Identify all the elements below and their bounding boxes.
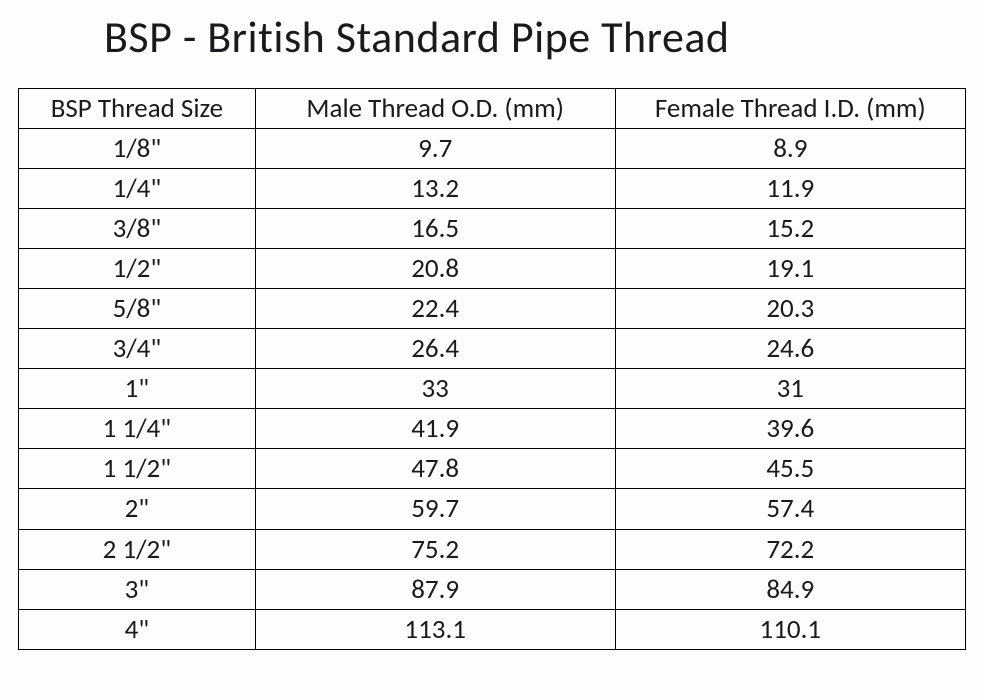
- table-cell: 3/4": [19, 329, 256, 369]
- table-cell: 15.2: [615, 209, 965, 249]
- table-cell: 87.9: [255, 569, 615, 609]
- table-cell: 110.1: [615, 609, 965, 649]
- table-cell: 11.9: [615, 169, 965, 209]
- table-cell: 1/4": [19, 169, 256, 209]
- table-cell: 41.9: [255, 409, 615, 449]
- table-cell: 1/8": [19, 129, 256, 169]
- table-row: 3"87.984.9: [19, 569, 966, 609]
- table-cell: 5/8": [19, 289, 256, 329]
- column-header: BSP Thread Size: [19, 89, 256, 129]
- table-cell: 3": [19, 569, 256, 609]
- table-cell: 1 1/2": [19, 449, 256, 489]
- table-cell: 72.2: [615, 529, 965, 569]
- table-header-row: BSP Thread SizeMale Thread O.D. (mm)Fema…: [19, 89, 966, 129]
- table-row: 3/4"26.424.6: [19, 329, 966, 369]
- table-cell: 45.5: [615, 449, 965, 489]
- table-cell: 22.4: [255, 289, 615, 329]
- table-cell: 20.8: [255, 249, 615, 289]
- table-row: 2 1/2"75.272.2: [19, 529, 966, 569]
- bsp-table: BSP Thread SizeMale Thread O.D. (mm)Fema…: [18, 88, 966, 650]
- table-cell: 4": [19, 609, 256, 649]
- table-cell: 9.7: [255, 129, 615, 169]
- table-row: 1 1/2"47.845.5: [19, 449, 966, 489]
- table-body: 1/8"9.78.91/4"13.211.93/8"16.515.21/2"20…: [19, 129, 966, 650]
- table-cell: 1/2": [19, 249, 256, 289]
- table-cell: 13.2: [255, 169, 615, 209]
- table-cell: 75.2: [255, 529, 615, 569]
- table-cell: 1": [19, 369, 256, 409]
- table-cell: 47.8: [255, 449, 615, 489]
- table-cell: 57.4: [615, 489, 965, 529]
- table-cell: 3/8": [19, 209, 256, 249]
- table-row: 2"59.757.4: [19, 489, 966, 529]
- table-row: 1"3331: [19, 369, 966, 409]
- table-cell: 84.9: [615, 569, 965, 609]
- table-row: 3/8"16.515.2: [19, 209, 966, 249]
- table-head: BSP Thread SizeMale Thread O.D. (mm)Fema…: [19, 89, 966, 129]
- table-cell: 8.9: [615, 129, 965, 169]
- table-cell: 19.1: [615, 249, 965, 289]
- table-row: 5/8"22.420.3: [19, 289, 966, 329]
- table-row: 1/4"13.211.9: [19, 169, 966, 209]
- table-cell: 113.1: [255, 609, 615, 649]
- table-cell: 24.6: [615, 329, 965, 369]
- column-header: Female Thread I.D. (mm): [615, 89, 965, 129]
- table-cell: 39.6: [615, 409, 965, 449]
- table-cell: 59.7: [255, 489, 615, 529]
- table-cell: 2 1/2": [19, 529, 256, 569]
- table-cell: 20.3: [615, 289, 965, 329]
- page-title: BSP - British Standard Pipe Thread: [18, 10, 966, 64]
- table-cell: 33: [255, 369, 615, 409]
- table-cell: 1 1/4": [19, 409, 256, 449]
- table-row: 1/2"20.819.1: [19, 249, 966, 289]
- table-cell: 31: [615, 369, 965, 409]
- table-cell: 26.4: [255, 329, 615, 369]
- table-row: 1 1/4"41.939.6: [19, 409, 966, 449]
- table-row: 4"113.1110.1: [19, 609, 966, 649]
- table-row: 1/8"9.78.9: [19, 129, 966, 169]
- table-cell: 2": [19, 489, 256, 529]
- column-header: Male Thread O.D. (mm): [255, 89, 615, 129]
- table-cell: 16.5: [255, 209, 615, 249]
